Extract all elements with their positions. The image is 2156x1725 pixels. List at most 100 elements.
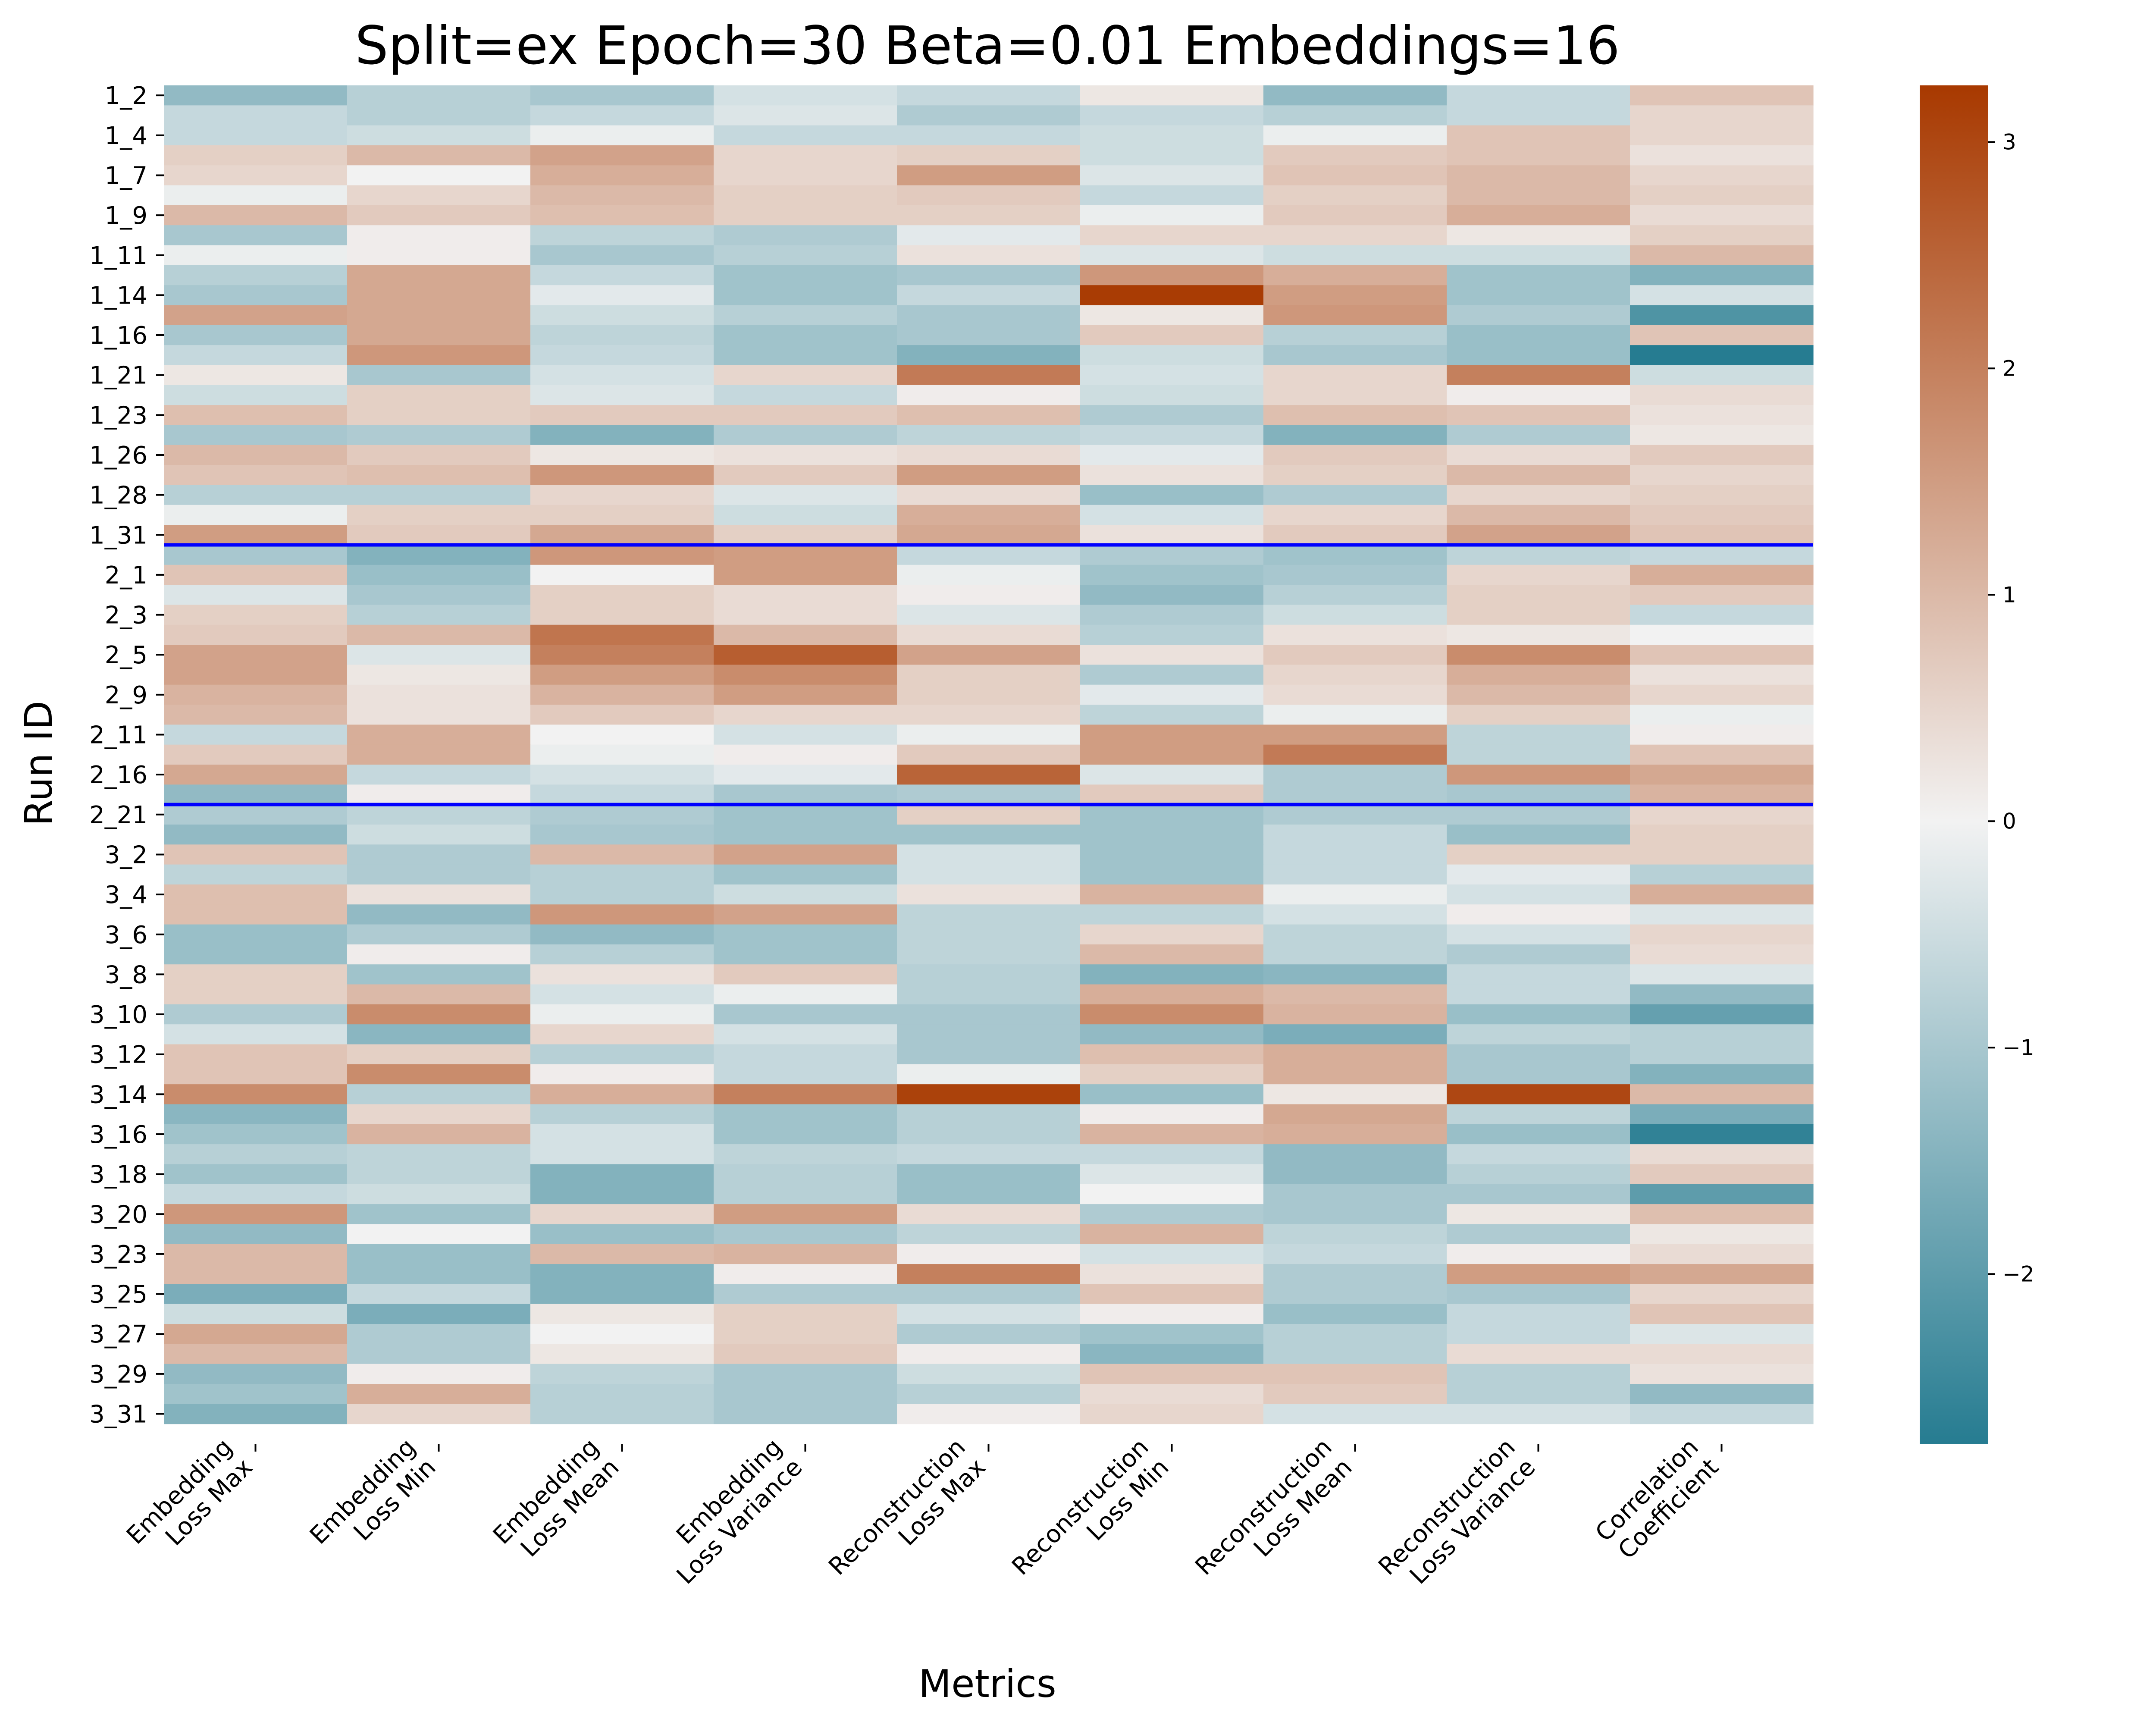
heatmap-cell: [897, 1224, 1081, 1245]
heatmap-cell: [897, 445, 1081, 465]
heatmap-cell: [1447, 125, 1630, 146]
heatmap-cell: [1630, 1044, 1814, 1065]
heatmap-cell: [164, 1124, 348, 1145]
heatmap-cell: [1263, 305, 1447, 326]
heatmap-cell: [164, 465, 348, 486]
heatmap-cell: [897, 225, 1081, 246]
heatmap-cell: [714, 485, 897, 505]
heatmap-cell: [164, 765, 348, 785]
heatmap-cell: [530, 325, 714, 345]
heatmap-cell: [1630, 545, 1814, 565]
heatmap-cell: [1630, 1144, 1814, 1165]
heatmap-cell: [1263, 365, 1447, 386]
heatmap-cell: [1080, 85, 1264, 106]
heatmap-cell: [1630, 145, 1814, 166]
x-tick-label: EmbeddingLoss Min: [304, 1433, 441, 1570]
heatmap-cell: [1263, 1084, 1447, 1105]
heatmap-cell: [164, 744, 348, 765]
heatmap-cell: [530, 485, 714, 505]
heatmap-cell: [897, 1084, 1081, 1105]
heatmap-cell: [1447, 705, 1630, 725]
heatmap-cell: [1080, 565, 1264, 585]
heatmap-cell: [164, 665, 348, 685]
heatmap-cell: [714, 545, 897, 565]
heatmap-cell: [1630, 1284, 1814, 1305]
heatmap-cell: [1080, 1144, 1264, 1165]
heatmap-cell: [714, 565, 897, 585]
heatmap-cell: [530, 1244, 714, 1264]
heatmap-cell: [164, 705, 348, 725]
heatmap-cell: [164, 964, 348, 985]
heatmap-cell: [530, 744, 714, 765]
heatmap-cell: [897, 784, 1081, 805]
heatmap-cell: [347, 505, 531, 525]
heatmap-cell: [1630, 624, 1814, 645]
heatmap-cell: [530, 1144, 714, 1165]
heatmap-cell: [530, 924, 714, 945]
heatmap-cell: [1630, 325, 1814, 345]
y-tick-label: 1_11: [89, 242, 147, 270]
heatmap-cell: [1263, 485, 1447, 505]
heatmap-cell: [897, 1024, 1081, 1045]
heatmap-cell: [1630, 645, 1814, 665]
heatmap-cell: [1447, 844, 1630, 865]
heatmap-cell: [897, 1264, 1081, 1285]
y-axis-label: Run ID: [16, 701, 61, 826]
y-tick-label: 1_7: [105, 162, 147, 190]
heatmap-cell: [1263, 145, 1447, 166]
heatmap-cell: [1447, 205, 1630, 226]
heatmap-cell: [164, 285, 348, 306]
heatmap-cell: [1080, 1204, 1264, 1225]
heatmap-cell: [530, 944, 714, 965]
heatmap-cell: [1080, 1164, 1264, 1185]
y-tick-label: 1_26: [89, 442, 147, 470]
heatmap-cell: [347, 565, 531, 585]
y-tick-label: 1_14: [89, 282, 147, 310]
heatmap-cell: [1630, 365, 1814, 386]
heatmap-cell: [347, 525, 531, 546]
heatmap-cell: [1447, 904, 1630, 925]
heatmap-cell: [1630, 1224, 1814, 1245]
y-tick-label: 1_9: [105, 202, 147, 230]
heatmap-cell: [1263, 624, 1447, 645]
heatmap-cell: [897, 864, 1081, 885]
heatmap-cell: [1263, 505, 1447, 525]
heatmap-cell: [347, 1104, 531, 1125]
heatmap-cell: [714, 844, 897, 865]
heatmap-cell: [1630, 265, 1814, 285]
heatmap-cell: [714, 225, 897, 246]
heatmap-cell: [530, 425, 714, 445]
heatmap-cell: [1263, 385, 1447, 405]
y-tick-label: 1_4: [105, 122, 147, 150]
heatmap-cell: [1630, 844, 1814, 865]
heatmap-cell: [347, 465, 531, 486]
y-tick-label: 3_27: [89, 1320, 147, 1349]
heatmap-cell: [347, 485, 531, 505]
heatmap-cell: [347, 884, 531, 905]
heatmap-cell: [897, 1344, 1081, 1364]
heatmap-cell: [1447, 1224, 1630, 1245]
heatmap-cell: [347, 824, 531, 845]
heatmap-cell: [897, 285, 1081, 306]
heatmap-cell: [897, 605, 1081, 625]
heatmap-cell: [1447, 1044, 1630, 1065]
heatmap-cell: [1447, 1124, 1630, 1145]
heatmap-cell: [1263, 1044, 1447, 1065]
heatmap-cell: [1630, 1004, 1814, 1025]
heatmap-cell: [164, 904, 348, 925]
heatmap-cell: [1263, 465, 1447, 486]
heatmap-cell: [530, 1124, 714, 1145]
heatmap-cell: [530, 205, 714, 226]
heatmap-cell: [530, 765, 714, 785]
heatmap-cell: [347, 585, 531, 605]
heatmap-cell: [897, 165, 1081, 186]
heatmap-cell: [1630, 1364, 1814, 1384]
y-tick-label: 3_29: [89, 1361, 147, 1389]
heatmap-cell: [530, 305, 714, 326]
heatmap-cell: [164, 944, 348, 965]
heatmap-cell: [897, 705, 1081, 725]
heatmap-cell: [1263, 1224, 1447, 1245]
heatmap-cell: [1447, 1344, 1630, 1364]
heatmap-cell: [1447, 405, 1630, 426]
heatmap-cell: [1263, 85, 1447, 106]
